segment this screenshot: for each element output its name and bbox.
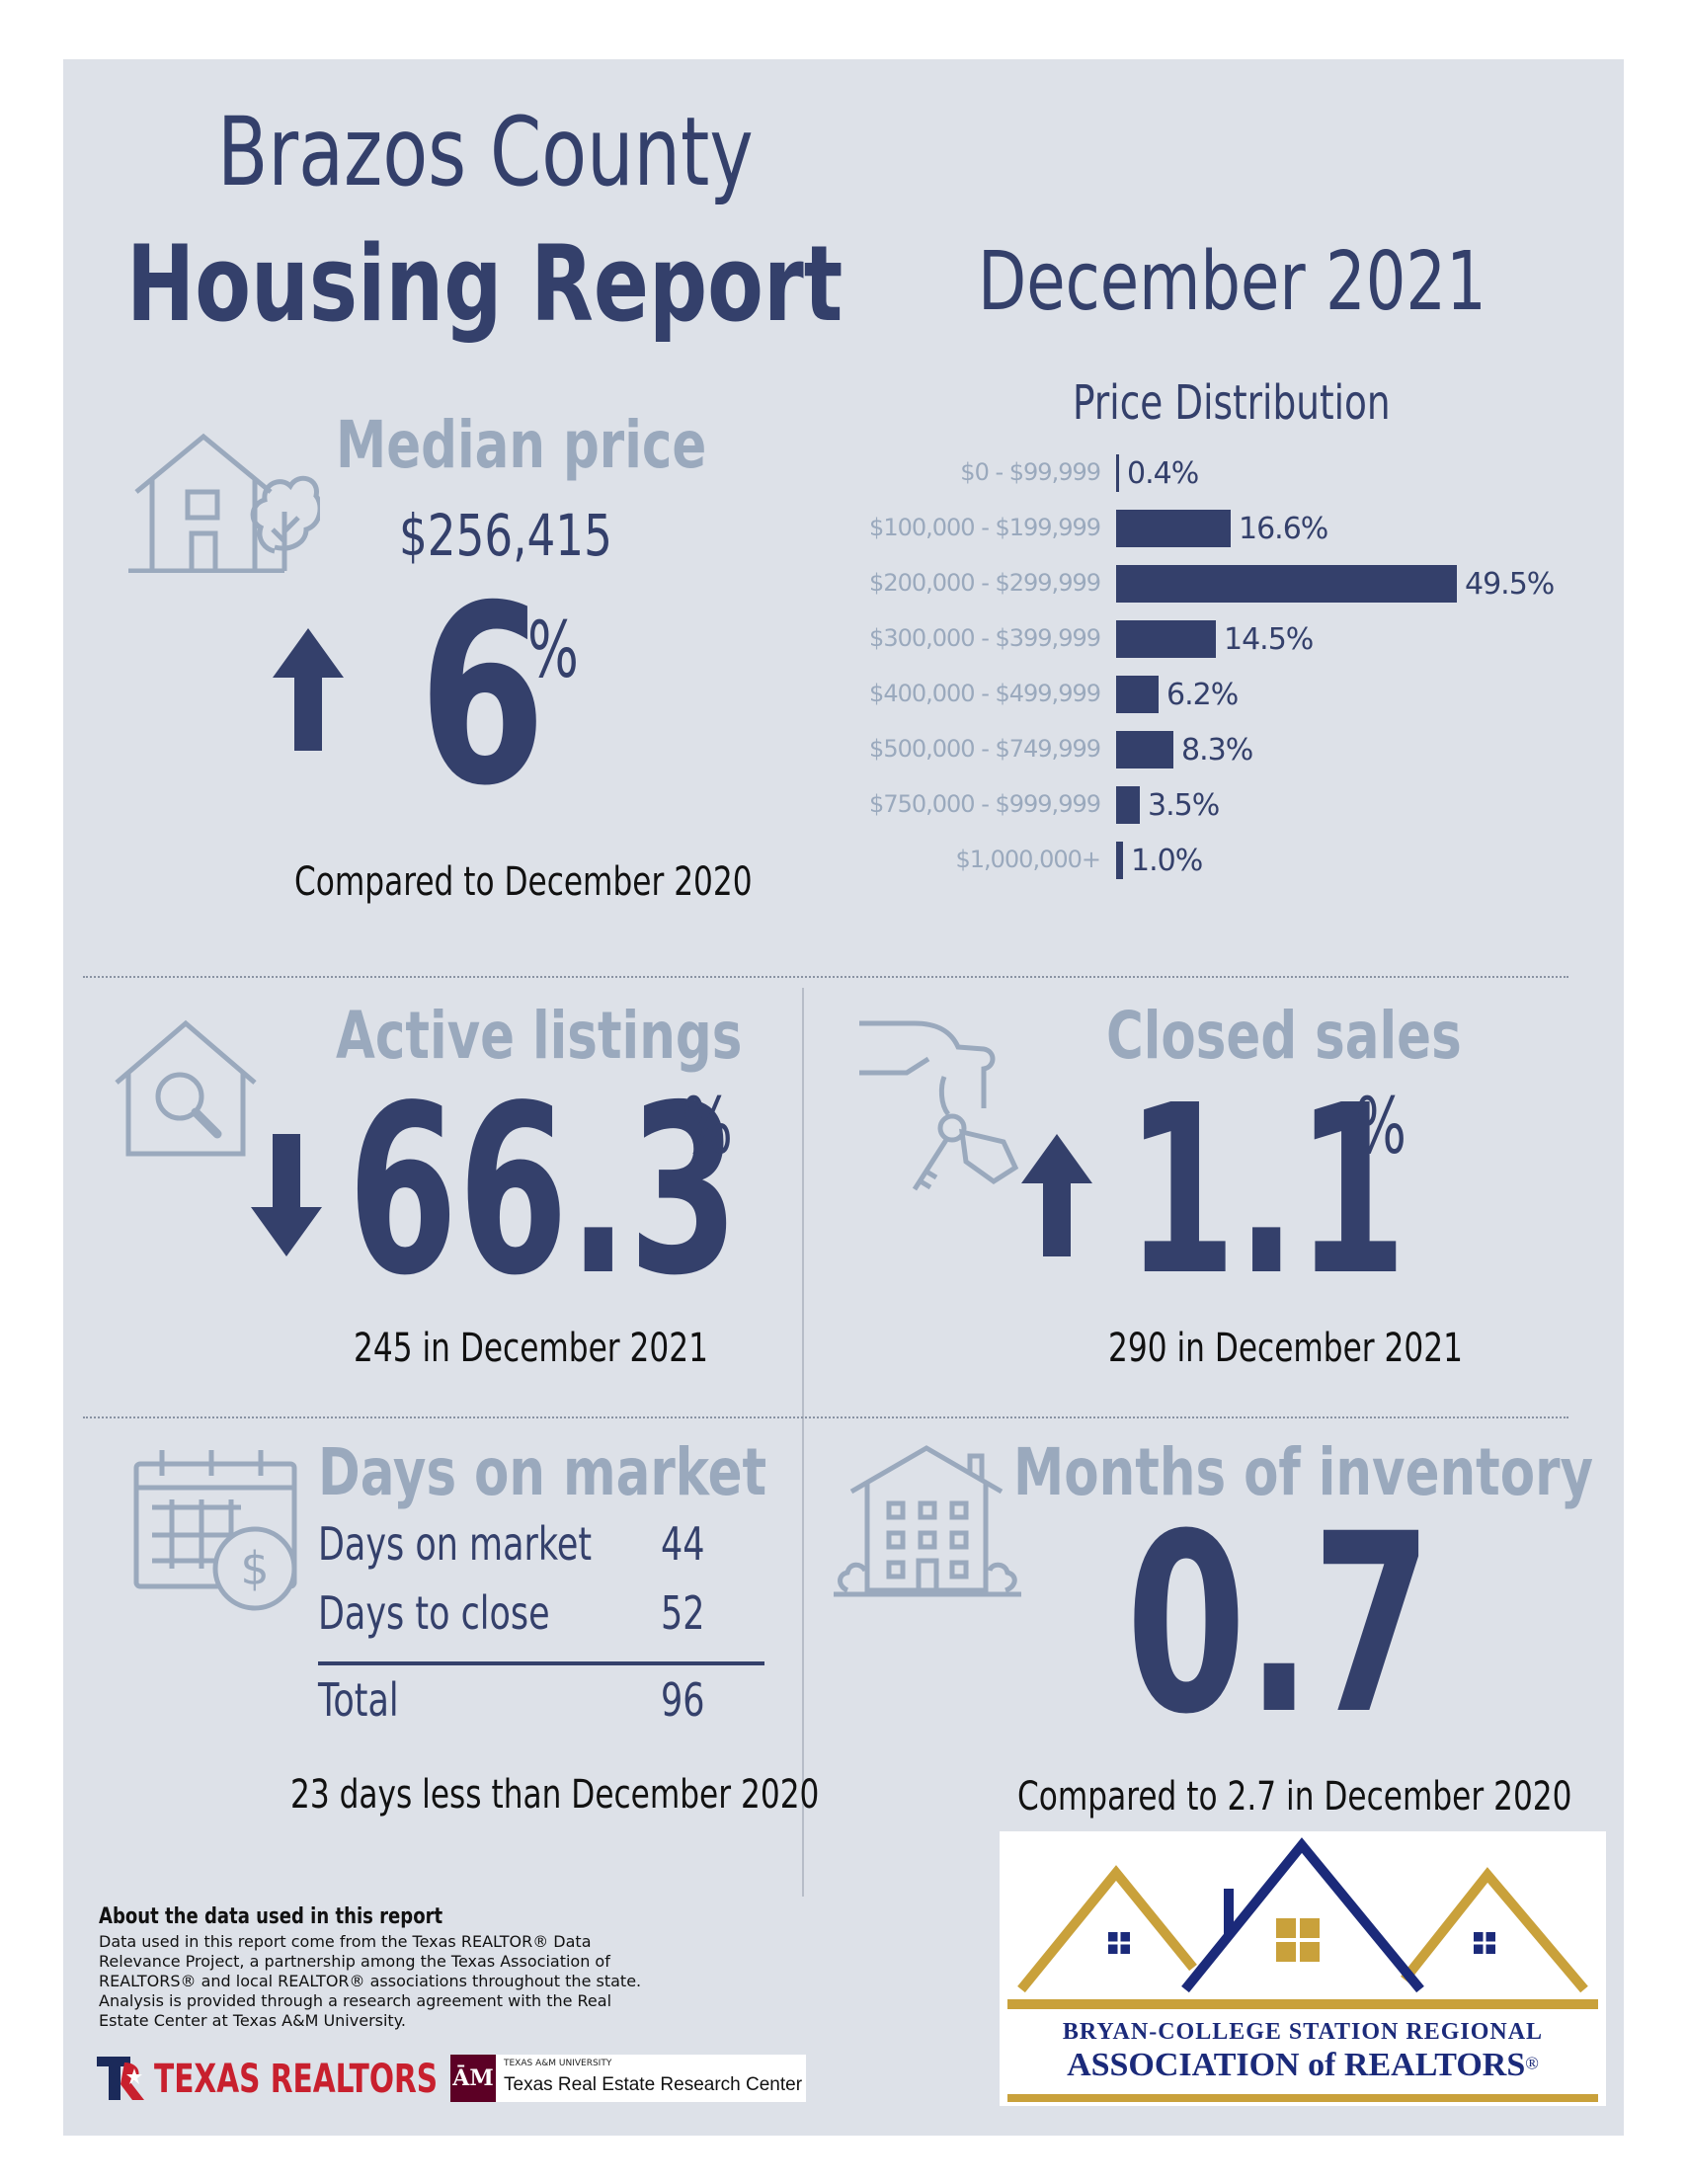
- months-inventory-comparison: Compared to 2.7 in December 2020: [1017, 1774, 1572, 1820]
- price-bar: [1116, 731, 1173, 768]
- total-label: Total: [318, 1673, 399, 1727]
- closed-sales-title: Closed sales: [1106, 998, 1462, 1074]
- bcs-bottom-bar: [1007, 2094, 1598, 2102]
- price-bar-value: 0.4%: [1127, 456, 1199, 491]
- days-on-market-row: Days on market 44: [318, 1517, 743, 1571]
- active-listings-change-unit: %: [682, 1083, 733, 1172]
- about-body: Data used in this report come from the T…: [99, 1932, 642, 2030]
- bcs-line2-wrap: ASSOCIATION of REALTORS®: [1000, 2047, 1606, 2084]
- tamu-mark-icon: ĀM: [450, 2055, 496, 2102]
- report-title: Housing Report: [126, 223, 844, 345]
- svg-text:$: $: [240, 1542, 269, 1595]
- divider-top: [83, 976, 1568, 978]
- price-bar: [1116, 620, 1216, 658]
- price-range-label: $1,000,000+: [955, 846, 1101, 873]
- house-tree-icon: [126, 423, 320, 573]
- up-arrow-icon-closed: [1021, 1134, 1092, 1256]
- active-listings-title: Active listings: [336, 998, 743, 1074]
- calendar-dollar-icon: $: [132, 1444, 300, 1612]
- divider-middle: [83, 1416, 1568, 1418]
- price-bar-value: 6.2%: [1166, 678, 1239, 712]
- price-bar-value: 49.5%: [1465, 567, 1555, 602]
- tamu-center-text: Texas Real Estate Research Center: [504, 2074, 803, 2095]
- closed-sales-change-unit: %: [1355, 1083, 1406, 1172]
- up-arrow-icon: [273, 628, 344, 751]
- median-comparison: Compared to December 2020: [294, 859, 753, 905]
- tamu-logo: ĀM TEXAS A&M UNIVERSITY Texas Real Estat…: [450, 2055, 806, 2102]
- price-distribution-title: Price Distribution: [1073, 375, 1391, 431]
- days-to-close-row: Days to close 52: [318, 1586, 743, 1640]
- dtc-row-label: Days to close: [318, 1586, 550, 1640]
- county-title: Brazos County: [217, 97, 754, 207]
- down-arrow-icon: [251, 1134, 322, 1256]
- about-title: About the data used in this report: [99, 1904, 443, 1929]
- price-range-label: $100,000 - $199,999: [869, 514, 1101, 541]
- price-bar: [1116, 676, 1159, 713]
- tamu-small-text: TEXAS A&M UNIVERSITY: [504, 2059, 612, 2068]
- dom-row-value: 44: [661, 1517, 705, 1571]
- report-panel: [63, 59, 1624, 2136]
- price-bar-value: 3.5%: [1148, 788, 1220, 823]
- median-change-unit: %: [527, 607, 579, 695]
- bcs-reg: ®: [1525, 2053, 1539, 2073]
- price-bar: [1116, 842, 1123, 879]
- price-bar-value: 8.3%: [1181, 733, 1253, 768]
- price-range-label: $750,000 - $999,999: [869, 790, 1101, 818]
- rooftops-icon: [1007, 1837, 1598, 2009]
- median-change-number: 6: [419, 552, 546, 840]
- months-inventory-value: 0.7: [1126, 1481, 1433, 1768]
- hand-key-icon: [855, 1013, 1023, 1201]
- price-range-label: $200,000 - $299,999: [869, 569, 1101, 597]
- median-price-title: Median price: [336, 407, 707, 483]
- divider-vertical: [802, 988, 804, 1897]
- bcs-line1: BRYAN-COLLEGE STATION REGIONAL: [1062, 2019, 1544, 2045]
- price-bar-value: 1.0%: [1131, 844, 1203, 878]
- bcs-line2: ASSOCIATION of REALTORS: [1067, 2047, 1526, 2083]
- dom-row-label: Days on market: [318, 1517, 593, 1571]
- price-bar: [1116, 786, 1140, 824]
- price-bar: [1116, 510, 1231, 547]
- price-distribution-chart: $0 - $99,999 0.4% $100,000 - $199,999 16.6%…: [780, 454, 1630, 909]
- texas-realtors-text: TEXAS REALTORS: [154, 2057, 439, 2102]
- total-divider: [318, 1661, 764, 1665]
- bcs-realtors-logo: BRYAN-COLLEGE STATION REGIONAL ASSOCIATI…: [1000, 1831, 1606, 2106]
- price-range-label: $500,000 - $749,999: [869, 735, 1101, 763]
- house-search-icon: [111, 1017, 261, 1158]
- price-range-label: $400,000 - $499,999: [869, 680, 1101, 707]
- closed-sales-detail: 290 in December 2021: [1108, 1326, 1463, 1371]
- dtc-row-value: 52: [661, 1586, 705, 1640]
- price-range-label: $300,000 - $399,999: [869, 624, 1101, 652]
- total-row: Total 96: [318, 1673, 743, 1727]
- median-price-value: $256,415: [399, 502, 612, 569]
- closed-sales-change-number: 1.1: [1126, 1055, 1407, 1327]
- active-listings-change-number: 66.3: [348, 1055, 739, 1327]
- days-comparison: 23 days less than December 2020: [290, 1772, 820, 1818]
- apartment-building-icon: [832, 1442, 1023, 1600]
- days-on-market-title: Days on market: [318, 1434, 767, 1510]
- months-inventory-title: Months of inventory: [1013, 1434, 1594, 1510]
- price-bar: [1116, 454, 1119, 492]
- price-range-label: $0 - $99,999: [960, 458, 1101, 486]
- total-value: 96: [661, 1673, 705, 1727]
- price-bar: [1116, 565, 1457, 603]
- price-bar-value: 14.5%: [1224, 622, 1314, 657]
- texas-realtors-mark-icon: [97, 2057, 144, 2100]
- report-period: December 2021: [978, 235, 1486, 329]
- price-bar-value: 16.6%: [1239, 512, 1328, 546]
- active-listings-detail: 245 in December 2021: [354, 1326, 708, 1371]
